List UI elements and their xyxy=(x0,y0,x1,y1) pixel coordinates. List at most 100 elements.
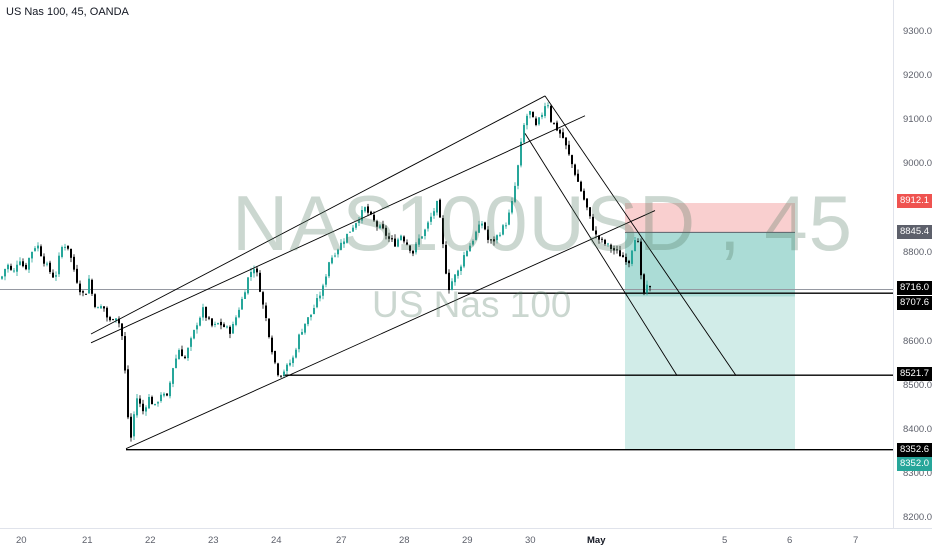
candle-body xyxy=(424,229,426,236)
candle-body xyxy=(598,235,600,240)
candle-body xyxy=(535,118,537,125)
candle-body xyxy=(37,245,39,249)
candle-body xyxy=(364,207,366,212)
candle-body xyxy=(616,249,618,251)
candle-body xyxy=(538,117,540,125)
candle-body xyxy=(97,307,99,309)
candle-body xyxy=(544,106,546,117)
candle-body xyxy=(568,144,570,155)
candle-body xyxy=(481,223,483,226)
candle-body xyxy=(430,216,432,222)
candle-body xyxy=(604,239,606,244)
candle-body xyxy=(16,264,18,272)
candle-body xyxy=(637,241,639,243)
support-8707-price-tag: 8707.6 xyxy=(897,296,932,310)
candle-body xyxy=(13,270,15,272)
time-tick: 30 xyxy=(525,535,536,546)
candle-body xyxy=(307,317,309,325)
time-tick: 28 xyxy=(399,535,410,546)
candle-body xyxy=(493,239,495,242)
symbol-watermark: NAS100USD , 45 xyxy=(232,179,853,267)
candle-body xyxy=(406,242,408,245)
candle-body xyxy=(55,275,57,277)
candle-body xyxy=(265,305,267,319)
candle-body xyxy=(574,164,576,175)
candle-body xyxy=(343,241,345,245)
candle-body xyxy=(646,284,648,293)
candle-body xyxy=(82,291,84,293)
candle-body xyxy=(43,256,45,264)
price-tick: 9100.0 xyxy=(903,114,932,125)
candle-body xyxy=(418,238,420,245)
candle-body xyxy=(463,255,465,267)
candle-body xyxy=(487,229,489,240)
candle-body xyxy=(592,216,594,231)
candle-body xyxy=(607,243,609,245)
candle-body xyxy=(469,245,471,252)
candle-body xyxy=(460,266,462,272)
candle-body xyxy=(166,393,168,396)
candle-body xyxy=(154,403,156,405)
candle-body xyxy=(499,234,501,236)
profit-zone xyxy=(625,296,795,450)
candle-body xyxy=(445,244,447,274)
candle-body xyxy=(400,235,402,241)
candle-body xyxy=(511,201,513,213)
candle-body xyxy=(328,262,330,277)
candle-body xyxy=(301,332,303,335)
candle-body xyxy=(31,251,33,259)
candle-body xyxy=(631,250,633,264)
price-tick: 8400.0 xyxy=(903,424,932,435)
entry-price-tag: 8845.4 xyxy=(897,225,932,239)
candle-body xyxy=(151,396,153,405)
candle-body xyxy=(127,369,129,418)
candle-body xyxy=(91,279,93,294)
candle-body xyxy=(397,239,399,247)
candle-body xyxy=(121,323,123,337)
candle-body xyxy=(349,231,351,233)
candle-body xyxy=(640,241,642,276)
time-tick: 7 xyxy=(853,535,859,546)
price-tick: 8800.0 xyxy=(903,247,932,258)
candle-body xyxy=(205,306,207,318)
candle-body xyxy=(595,230,597,235)
candle-body xyxy=(4,268,6,277)
candle-body xyxy=(556,122,558,131)
candle-body xyxy=(472,240,474,245)
candle-body xyxy=(142,403,144,412)
descending-trendline xyxy=(544,95,737,376)
candle-body xyxy=(115,318,117,321)
candle-body xyxy=(280,375,282,377)
time-axis[interactable] xyxy=(0,528,893,550)
price-tick: 8300.0 xyxy=(903,468,932,479)
candle-body xyxy=(124,336,126,371)
candle-body xyxy=(313,308,315,315)
candle-body xyxy=(529,111,531,115)
candle-body xyxy=(403,236,405,242)
candle-body xyxy=(367,206,369,213)
candle-body xyxy=(136,398,138,416)
candle-body xyxy=(73,256,75,270)
candle-body xyxy=(376,221,378,227)
candle-body xyxy=(613,248,615,251)
candle-body xyxy=(547,105,549,107)
candle-body xyxy=(331,257,333,264)
candle-body xyxy=(172,368,174,384)
candle-body xyxy=(391,238,393,240)
chart-symbol-title[interactable]: US Nas 100, 45, OANDA xyxy=(6,6,129,18)
time-tick: 20 xyxy=(16,535,27,546)
candle-body xyxy=(28,258,30,270)
candle-body xyxy=(61,246,63,257)
time-tick: 23 xyxy=(208,535,219,546)
candle-body xyxy=(79,283,81,293)
candle-body xyxy=(100,306,102,309)
candle-body xyxy=(355,223,357,228)
candle-body xyxy=(619,250,621,257)
candle-body xyxy=(163,393,165,396)
candle-body xyxy=(283,371,285,376)
candle-body xyxy=(49,262,51,272)
candle-body xyxy=(457,270,459,276)
candle-body xyxy=(58,255,60,275)
